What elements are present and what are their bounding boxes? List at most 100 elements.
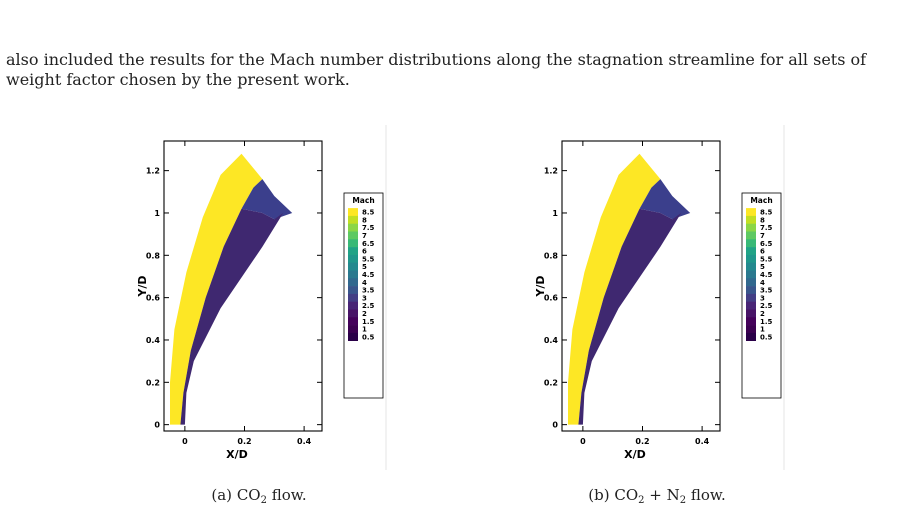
legend-swatch bbox=[348, 208, 358, 217]
subsonic-body-region bbox=[578, 208, 682, 425]
x-tick-label: 0.2 bbox=[635, 437, 649, 446]
figure-panel-b: 0 0.2 0.4 0 0.2 0.4 0.6 0.8 1 1.2 X/D Y/D Mach 8.5 8 7.… bbox=[526, 125, 788, 470]
y-axis-label: Y/D bbox=[534, 275, 547, 297]
legend-swatch bbox=[746, 293, 756, 302]
legend-swatch bbox=[746, 278, 756, 287]
x-tick-label: 0 bbox=[182, 437, 188, 446]
legend-level-label: 6 bbox=[362, 248, 367, 256]
legend-swatch bbox=[348, 215, 358, 224]
legend-swatch bbox=[746, 325, 756, 334]
legend-level-label: 6 bbox=[760, 248, 765, 256]
legend-level-label: 2 bbox=[760, 310, 765, 318]
legend-level-label: 8 bbox=[362, 216, 367, 224]
caption-a-tail: flow. bbox=[266, 486, 307, 504]
legend-swatch bbox=[348, 309, 358, 318]
x-axis-label: X/D bbox=[624, 448, 646, 461]
legend-swatch bbox=[348, 278, 358, 287]
y-tick-label: 1.2 bbox=[146, 167, 160, 176]
expansion-region bbox=[241, 179, 293, 220]
legend-level-label: 4.5 bbox=[760, 271, 773, 279]
y-tick-label: 0.2 bbox=[146, 378, 160, 387]
mach-contour-plot-a: 0 0.2 0.4 0 0.2 0.4 0.6 0.8 1 1.2 X/D Y/D Mach 8.587.… bbox=[136, 125, 387, 470]
legend-level-label: 1.5 bbox=[362, 318, 375, 326]
legend-title: Mach bbox=[750, 196, 772, 205]
legend-level-label: 8.5 bbox=[362, 209, 375, 217]
y-tick-label: 0.6 bbox=[146, 294, 161, 303]
legend-level-label: 1.5 bbox=[760, 318, 773, 326]
mach-contour-plot-b: 0 0.2 0.4 0 0.2 0.4 0.6 0.8 1 1.2 X/D Y/D Mach 8.587.… bbox=[534, 125, 785, 470]
legend-level-label: 1 bbox=[362, 326, 367, 334]
subsonic-body-region bbox=[180, 208, 284, 425]
legend-level-label: 7.5 bbox=[362, 224, 375, 232]
legend-swatch bbox=[746, 270, 756, 279]
body-paragraph: also included the results for the Mach n… bbox=[6, 50, 867, 89]
y-tick-label: 1 bbox=[154, 209, 160, 218]
legend-level-label: 1 bbox=[760, 326, 765, 334]
legend-swatch bbox=[746, 215, 756, 224]
legend-level-label: 5.5 bbox=[362, 255, 375, 263]
legend-level-label: 8.5 bbox=[760, 209, 773, 217]
y-tick-label: 0.2 bbox=[544, 378, 558, 387]
legend-swatch bbox=[348, 301, 358, 310]
legend-swatch bbox=[348, 223, 358, 232]
x-tick-label: 0.4 bbox=[695, 437, 710, 446]
legend-level-label: 0.5 bbox=[362, 333, 375, 341]
legend-swatch bbox=[746, 208, 756, 217]
caption-a: (a) CO2 flow. bbox=[128, 486, 390, 506]
legend-swatch bbox=[746, 286, 756, 295]
legend-swatch bbox=[746, 317, 756, 326]
legend-level-label: 8 bbox=[760, 216, 765, 224]
shock-layer-region bbox=[568, 153, 661, 425]
legend-level-label: 3.5 bbox=[362, 287, 375, 295]
legend-swatch bbox=[746, 309, 756, 318]
plot-frame bbox=[163, 140, 323, 432]
legend-level-label: 6.5 bbox=[362, 240, 375, 248]
legend-level-label: 5 bbox=[362, 263, 367, 271]
y-tick-label: 0.8 bbox=[544, 251, 559, 260]
legend-swatch bbox=[746, 231, 756, 240]
legend-swatch bbox=[348, 325, 358, 334]
y-tick-label: 0.6 bbox=[544, 294, 559, 303]
y-tick-label: 1.2 bbox=[544, 167, 558, 176]
legend-title: Mach bbox=[352, 196, 374, 205]
legend-swatch bbox=[746, 254, 756, 263]
legend-level-label: 3.5 bbox=[760, 287, 773, 295]
legend-level-label: 5.5 bbox=[760, 255, 773, 263]
y-tick-label: 0 bbox=[552, 421, 558, 430]
caption-b: (b) CO2 + N2 flow. bbox=[526, 486, 788, 506]
caption-b-label: (b) bbox=[588, 486, 610, 504]
legend-swatch bbox=[746, 239, 756, 248]
legend-level-label: 6.5 bbox=[760, 240, 773, 248]
legend-level-label: 7 bbox=[362, 232, 367, 240]
legend-level-label: 4 bbox=[760, 279, 765, 287]
y-tick-label: 0.4 bbox=[146, 336, 161, 345]
legend-swatch bbox=[348, 270, 358, 279]
legend-swatch bbox=[348, 239, 358, 248]
legend-level-label: 2 bbox=[362, 310, 367, 318]
caption-b-species-2: N2 bbox=[666, 486, 687, 506]
legend-swatch bbox=[746, 262, 756, 271]
legend-swatch bbox=[348, 254, 358, 263]
legend-swatch bbox=[348, 332, 358, 341]
shock-layer-region bbox=[170, 153, 263, 425]
legend-swatch bbox=[348, 286, 358, 295]
caption-a-species-1: CO2 bbox=[236, 486, 267, 506]
x-tick-label: 0.2 bbox=[237, 437, 251, 446]
legend-swatch bbox=[348, 293, 358, 302]
legend-level-label: 7 bbox=[760, 232, 765, 240]
legend-swatch bbox=[348, 317, 358, 326]
x-axis-label: X/D bbox=[226, 448, 248, 461]
legend-level-label: 2.5 bbox=[760, 302, 773, 310]
figure-panel-a: 0 0.2 0.4 0 0.2 0.4 0.6 0.8 1 1.2 X/D Y/D Mach 8.5 8 7.… bbox=[128, 125, 390, 470]
x-tick-label: 0.4 bbox=[297, 437, 312, 446]
legend-swatch bbox=[746, 247, 756, 256]
y-tick-label: 0.8 bbox=[146, 251, 161, 260]
legend-level-label: 3 bbox=[362, 294, 367, 302]
legend-swatch bbox=[348, 262, 358, 271]
caption-b-tail: flow. bbox=[686, 486, 726, 504]
y-tick-label: 0 bbox=[154, 421, 160, 430]
legend-level-label: 5 bbox=[760, 263, 765, 271]
legend-swatch bbox=[746, 332, 756, 341]
legend-level-label: 4.5 bbox=[362, 271, 375, 279]
legend-level-label: 4 bbox=[362, 279, 367, 287]
